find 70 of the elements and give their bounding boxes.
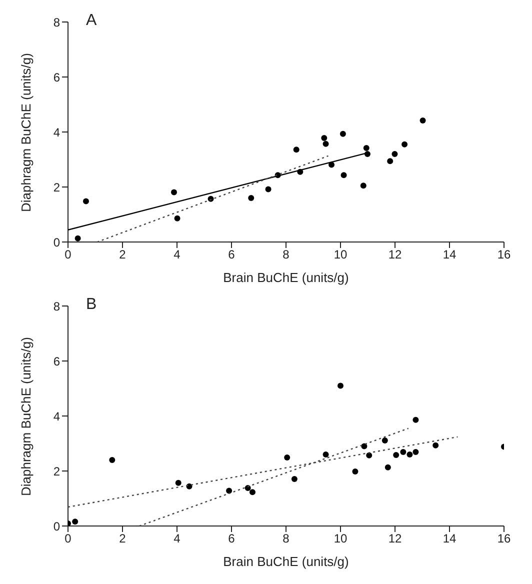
point	[393, 452, 400, 458]
y-axis-title: Diaphragm BuChE (units/g)	[18, 53, 34, 212]
y-tick-label: 4	[53, 409, 60, 424]
y-tick-label: 6	[53, 354, 60, 368]
y-tick-label: 6	[53, 70, 60, 84]
point	[171, 189, 178, 196]
point	[338, 382, 344, 389]
y-axis-title: Diaphragm BuChE (units/g)	[18, 337, 34, 496]
point	[175, 480, 182, 486]
y-tick-label: 8	[53, 15, 60, 30]
x-tick-label: 14	[442, 532, 456, 546]
point	[400, 449, 406, 456]
x-tick-label: 8	[282, 532, 290, 546]
x-tick-label: 2	[119, 248, 126, 262]
y-tick-label: 0	[53, 519, 60, 534]
x-tick-label: 0	[64, 532, 72, 546]
x-axis-title: Brain BuChE (units/g)	[223, 554, 349, 569]
point	[360, 182, 366, 189]
point	[82, 198, 89, 204]
point	[72, 518, 78, 525]
x-tick-label: 12	[388, 248, 402, 262]
y-tick-label: 4	[53, 125, 60, 140]
x-tick-label: 2	[119, 532, 126, 546]
point	[402, 141, 408, 148]
x-tick-label: 10	[334, 248, 348, 262]
y-tick-label: 8	[53, 299, 60, 314]
point	[382, 437, 388, 444]
point	[387, 158, 394, 164]
chart-title: B	[86, 296, 97, 314]
point	[226, 488, 232, 494]
point	[392, 151, 398, 157]
point	[322, 140, 329, 147]
x-tick-label: 8	[282, 248, 290, 262]
x-tick-label: 6	[228, 532, 236, 546]
point	[340, 172, 347, 178]
point	[291, 476, 298, 482]
point	[265, 186, 272, 192]
point	[293, 146, 300, 153]
point	[340, 130, 346, 137]
x-tick-label: 10	[334, 532, 348, 546]
point	[109, 457, 116, 463]
point	[284, 454, 290, 461]
point	[412, 449, 419, 456]
point	[412, 416, 419, 423]
point	[249, 489, 256, 496]
point	[74, 235, 81, 242]
point	[363, 144, 370, 151]
point	[174, 215, 180, 222]
x-tick-label: 6	[228, 248, 236, 262]
point	[384, 464, 391, 470]
y-tick-label: 2	[53, 180, 60, 194]
point	[420, 117, 426, 124]
x-tick-label: 16	[497, 248, 511, 262]
point	[432, 442, 439, 448]
y-tick-label: 2	[53, 464, 60, 478]
x-tick-label: 12	[388, 532, 402, 546]
point	[322, 452, 329, 458]
point	[352, 468, 358, 475]
point	[248, 195, 254, 201]
y-tick-label: 0	[53, 235, 60, 250]
chart-title: A	[86, 12, 97, 30]
point	[366, 452, 372, 458]
point	[406, 452, 413, 458]
x-tick-label: 0	[64, 248, 72, 262]
point	[321, 135, 328, 142]
x-tick-label: 16	[497, 532, 511, 546]
x-tick-label: 4	[174, 248, 181, 262]
x-axis-title: Brain BuChE (units/g)	[223, 270, 349, 285]
x-tick-label: 14	[442, 248, 456, 262]
x-tick-label: 4	[174, 532, 181, 546]
